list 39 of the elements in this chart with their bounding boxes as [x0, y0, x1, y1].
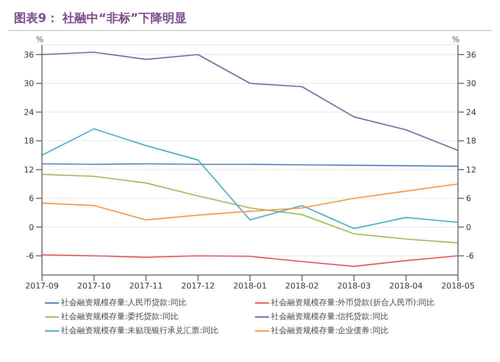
line-series — [41, 52, 459, 152]
x-tick-label: 2018-02 — [285, 282, 319, 291]
y-tick-label: 0 — [28, 222, 34, 232]
y-tick-label: 24 — [24, 108, 34, 117]
y2-tick-label: 24 — [466, 108, 476, 117]
y2-tick-label: 0 — [466, 222, 472, 232]
line-series — [41, 183, 459, 220]
chart-title: 图表9： 社融中“非标”下降明显 — [8, 8, 492, 31]
x-tick-label: 2017-09 — [25, 282, 59, 291]
y2-tick-label: -6 — [466, 252, 474, 261]
y-tick-label: 12 — [24, 165, 34, 174]
y2-tick-label: 18 — [466, 136, 476, 146]
y-tick-label: 6 — [28, 194, 34, 204]
y-tick-label: -6 — [26, 252, 34, 261]
line-series — [41, 254, 459, 267]
legend-label: 社会融资规模存量:未贴现银行承兑汇票:同比 — [61, 325, 218, 336]
x-tick-label: 2017-10 — [77, 282, 111, 291]
legend-label: 社会融资规模存量:委托贷款:同比 — [61, 311, 178, 322]
y2-axis-title: % — [452, 35, 460, 44]
y-tick-label: 36 — [24, 50, 34, 60]
legend-label: 社会融资规模存量:企业债券:同比 — [271, 325, 388, 336]
y2-tick-label: 12 — [466, 165, 476, 174]
legend-label: 社会融资规模存量:外币贷款(折合人民币):同比 — [271, 297, 435, 308]
x-tick-label: 2018-04 — [389, 282, 423, 291]
y2-tick-label: 36 — [466, 50, 476, 60]
y-tick-label: 18 — [24, 136, 34, 146]
y-tick-label: 30 — [24, 79, 34, 88]
legend-label: 社会融资规模存量:信托贷款:同比 — [271, 311, 388, 322]
y2-tick-label: 30 — [466, 79, 476, 88]
x-tick-label: 2018-05 — [441, 282, 475, 291]
legend-label: 社会融资规模存量:人民币贷款:同比 — [61, 297, 186, 308]
y-axis-title: % — [36, 35, 44, 44]
y2-tick-label: 6 — [466, 194, 472, 204]
x-tick-label: 2017-11 — [129, 282, 163, 291]
x-tick-label: 2017-12 — [181, 282, 215, 291]
x-tick-label: 2018-03 — [337, 282, 371, 291]
line-series — [41, 128, 459, 230]
line-series — [41, 174, 459, 244]
x-tick-label: 2018-01 — [233, 282, 267, 291]
